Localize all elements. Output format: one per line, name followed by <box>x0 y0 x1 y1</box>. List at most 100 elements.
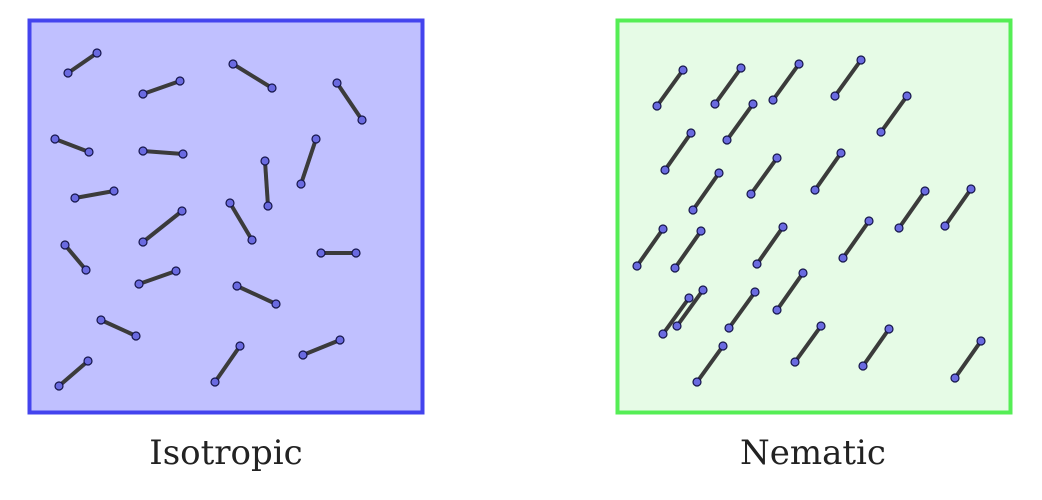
molecule-bead <box>235 341 245 351</box>
isotropic-molecule <box>296 134 321 189</box>
molecule-rod <box>793 324 823 364</box>
molecule-bead <box>684 293 694 303</box>
molecule-bead <box>772 305 782 315</box>
molecule-bead <box>658 224 668 234</box>
molecule-rod <box>675 288 705 328</box>
molecule-rod <box>943 187 973 228</box>
molecule-bead <box>902 91 912 101</box>
nematic-molecule <box>790 321 826 367</box>
molecule-rod <box>775 271 805 312</box>
molecule-bead <box>171 266 181 276</box>
molecule-bead <box>84 147 94 157</box>
molecule-bead <box>96 315 106 325</box>
molecule-bead <box>652 101 662 111</box>
molecule-bead <box>736 63 746 73</box>
molecule-rod <box>861 327 891 368</box>
molecule-bead <box>894 223 904 233</box>
molecule-rod <box>335 81 364 122</box>
molecule-bead <box>178 149 188 159</box>
molecule-bead <box>950 373 960 383</box>
nematic-caption: Nematic <box>740 433 886 473</box>
isotropic-molecule <box>260 156 273 211</box>
molecule-bead <box>836 148 846 158</box>
molecule-rod <box>663 131 693 172</box>
molecule-bead <box>816 321 826 331</box>
molecule-bead <box>83 356 93 366</box>
molecule-bead <box>138 237 148 247</box>
molecule-bead <box>332 78 342 88</box>
isotropic-molecule <box>228 59 277 93</box>
molecule-bead <box>920 186 930 196</box>
molecule-bead <box>798 268 808 278</box>
molecule-rod <box>655 68 685 108</box>
molecule-bead <box>267 83 277 93</box>
isotropic-molecule <box>298 335 345 360</box>
nematic-molecule <box>632 224 668 271</box>
nematic-molecules <box>632 55 986 387</box>
molecule-rod <box>138 269 177 286</box>
molecule-bead <box>884 324 894 334</box>
molecule-rod <box>213 344 242 384</box>
molecule-bead <box>296 179 306 189</box>
nematic-molecule <box>752 222 788 269</box>
molecule-bead <box>714 168 724 178</box>
molecule-rod <box>142 149 184 156</box>
nematic-molecule <box>652 65 688 111</box>
molecule-bead <box>109 186 119 196</box>
nematic-box <box>615 18 1013 415</box>
isotropic-molecule <box>54 356 93 391</box>
molecule-bead <box>50 134 60 144</box>
molecule-bead <box>228 59 238 69</box>
molecule-bead <box>63 68 73 78</box>
molecule-bead <box>138 89 148 99</box>
nematic-molecule <box>810 148 846 195</box>
molecule-bead <box>263 201 273 211</box>
molecule-rod <box>661 296 691 336</box>
nematic-molecule <box>768 59 804 105</box>
molecule-bead <box>810 185 820 195</box>
molecule-rod <box>299 138 318 185</box>
molecule-rod <box>813 151 843 192</box>
molecule-rod <box>673 229 703 270</box>
molecule-rod <box>755 225 785 266</box>
isotropic-molecule <box>63 48 102 78</box>
isotropic-molecule <box>316 248 361 258</box>
molecule-bead <box>351 248 361 258</box>
molecule-bead <box>686 128 696 138</box>
nematic-molecule <box>672 285 708 331</box>
molecule-bead <box>632 261 642 271</box>
molecule-rod <box>228 201 254 242</box>
molecule-bead <box>966 184 976 194</box>
molecule-rod <box>236 284 277 306</box>
nematic-molecule <box>858 324 894 371</box>
molecule-bead <box>232 281 242 291</box>
molecule-rod <box>879 94 909 134</box>
molecule-bead <box>752 259 762 269</box>
molecule-bead <box>658 329 668 339</box>
molecule-bead <box>81 265 91 275</box>
molecule-bead <box>670 263 680 273</box>
molecule-bead <box>858 361 868 371</box>
molecule-rod <box>897 189 927 230</box>
molecule-rod <box>749 156 779 196</box>
molecule-bead <box>70 193 80 203</box>
molecule-bead <box>131 331 141 341</box>
molecule-bead <box>311 134 321 144</box>
molecule-bead <box>876 127 886 137</box>
isotropic-molecule <box>138 206 187 247</box>
molecule-rod <box>713 66 743 106</box>
molecule-bead <box>60 240 70 250</box>
isotropic-molecule <box>60 240 91 275</box>
molecule-bead <box>838 253 848 263</box>
isotropic-box <box>27 18 425 415</box>
molecule-bead <box>175 76 185 86</box>
molecule-rod <box>142 79 181 96</box>
molecule-bead <box>976 336 986 346</box>
molecule-bead <box>830 91 840 101</box>
molecule-bead <box>271 299 281 309</box>
nematic-molecule <box>830 55 866 101</box>
molecule-rod <box>727 290 757 330</box>
isotropic-molecule <box>138 146 188 159</box>
molecule-bead <box>718 341 728 351</box>
